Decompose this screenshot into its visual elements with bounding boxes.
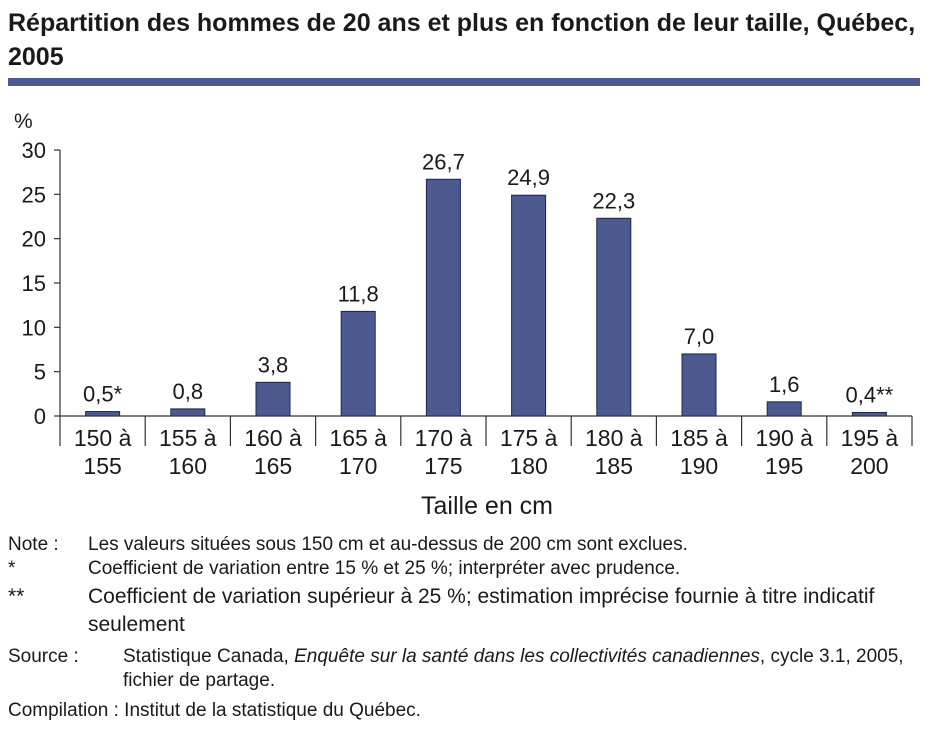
data-label: 11,8 bbox=[338, 281, 379, 306]
y-tick-label: 30 bbox=[22, 138, 46, 163]
notes: Note : Les valeurs situées sous 150 cm e… bbox=[8, 533, 938, 723]
x-tick-label: 160 à bbox=[244, 425, 302, 451]
data-label: 0,8 bbox=[173, 379, 204, 404]
star2-row: ** Coefficient de variation supérieur à … bbox=[8, 583, 938, 639]
y-tick-label: 5 bbox=[34, 360, 46, 385]
data-label: 7,0 bbox=[684, 324, 715, 349]
chart-title: Répartition des hommes de 20 ans et plus… bbox=[8, 9, 916, 71]
bar bbox=[425, 178, 461, 417]
source-post: , cycle 3.1, 2005, fichier de partage. bbox=[123, 646, 904, 691]
data-label: 1,6 bbox=[769, 372, 800, 397]
data-label: 22,3 bbox=[592, 188, 635, 213]
source-row: Source : Statistique Canada, Enquête sur… bbox=[8, 645, 938, 693]
x-tick-label: 165 bbox=[254, 453, 292, 479]
y-tick-label: 25 bbox=[22, 182, 46, 207]
star1-label: * bbox=[8, 558, 16, 579]
x-tick-label: 190 bbox=[680, 453, 718, 479]
x-tick-label: 195 bbox=[765, 453, 803, 479]
source-label: Source : bbox=[8, 646, 79, 667]
bar bbox=[255, 381, 291, 417]
x-tick-label: 160 bbox=[169, 453, 207, 479]
source-text: Statistique Canada, Enquête sur la santé… bbox=[123, 645, 938, 693]
compilation-text: Compilation : Institut de la statistique… bbox=[8, 700, 421, 721]
x-tick-label: 175 bbox=[424, 453, 462, 479]
note-label: Note : bbox=[8, 534, 59, 555]
data-label: 3,8 bbox=[258, 352, 289, 377]
star2-text: Coefficient de variation supérieur à 25 … bbox=[88, 585, 875, 636]
x-tick-label: 190 à bbox=[755, 425, 813, 451]
bar bbox=[596, 217, 632, 417]
bar bbox=[511, 194, 547, 417]
x-tick-label: 155 à bbox=[159, 425, 217, 451]
bar bbox=[681, 353, 717, 417]
source-survey: Enquête sur la santé dans les collectivi… bbox=[294, 646, 760, 667]
star1-row: * Coefficient de variation entre 15 % et… bbox=[8, 557, 938, 581]
x-tick-label: 165 à bbox=[329, 425, 387, 451]
x-tick-label: 170 à bbox=[415, 425, 473, 451]
y-tick-label: 10 bbox=[22, 315, 46, 340]
source-pre: Statistique Canada, bbox=[123, 646, 289, 667]
x-tick-label: 180 à bbox=[585, 425, 643, 451]
x-tick-label: 150 à bbox=[74, 425, 132, 451]
y-axis: 0 5 10 15 20 25 30 bbox=[22, 138, 61, 429]
y-tick-label: 20 bbox=[22, 227, 46, 252]
y-tick-label: 0 bbox=[34, 404, 46, 429]
star1-text: Coefficient de variation entre 15 % et 2… bbox=[88, 558, 681, 579]
data-label: 26,7 bbox=[422, 149, 465, 174]
x-tick-label: 175 à bbox=[500, 425, 558, 451]
title-rule bbox=[8, 78, 920, 86]
note-row: Note : Les valeurs situées sous 150 cm e… bbox=[8, 533, 938, 557]
x-tick-label: 195 à bbox=[841, 425, 899, 451]
x-tick-label: 180 bbox=[509, 453, 547, 479]
data-label: 24,9 bbox=[507, 165, 550, 190]
compilation-row: Compilation : Institut de la statistique… bbox=[8, 699, 938, 723]
bar bbox=[85, 411, 121, 417]
data-label: 0,5* bbox=[83, 382, 123, 407]
x-tick-label: 185 à bbox=[670, 425, 728, 451]
x-tick-label: 185 bbox=[595, 453, 633, 479]
bar bbox=[766, 401, 802, 417]
x-tick-label: 155 bbox=[83, 453, 121, 479]
data-label: 0,4** bbox=[846, 382, 894, 407]
y-tick-label: 15 bbox=[22, 271, 46, 296]
bar bbox=[340, 310, 376, 417]
bar bbox=[170, 408, 206, 417]
star2-label: ** bbox=[8, 585, 25, 608]
x-axis-title: Taille en cm bbox=[421, 492, 553, 520]
x-tick-label: 200 bbox=[850, 453, 888, 479]
bar-chart: % 0 5 10 15 20 25 30 0,5* 0,8 3,8 11,8 26,7 24,9 22,… bbox=[14, 110, 913, 520]
note-text: Les valeurs situées sous 150 cm et au-de… bbox=[88, 534, 688, 555]
bars: 0,5* 0,8 3,8 11,8 26,7 24,9 22,3 7,0 1,6 0,4** bbox=[83, 149, 894, 417]
y-axis-unit: % bbox=[14, 110, 33, 133]
x-tick-label: 170 bbox=[339, 453, 377, 479]
